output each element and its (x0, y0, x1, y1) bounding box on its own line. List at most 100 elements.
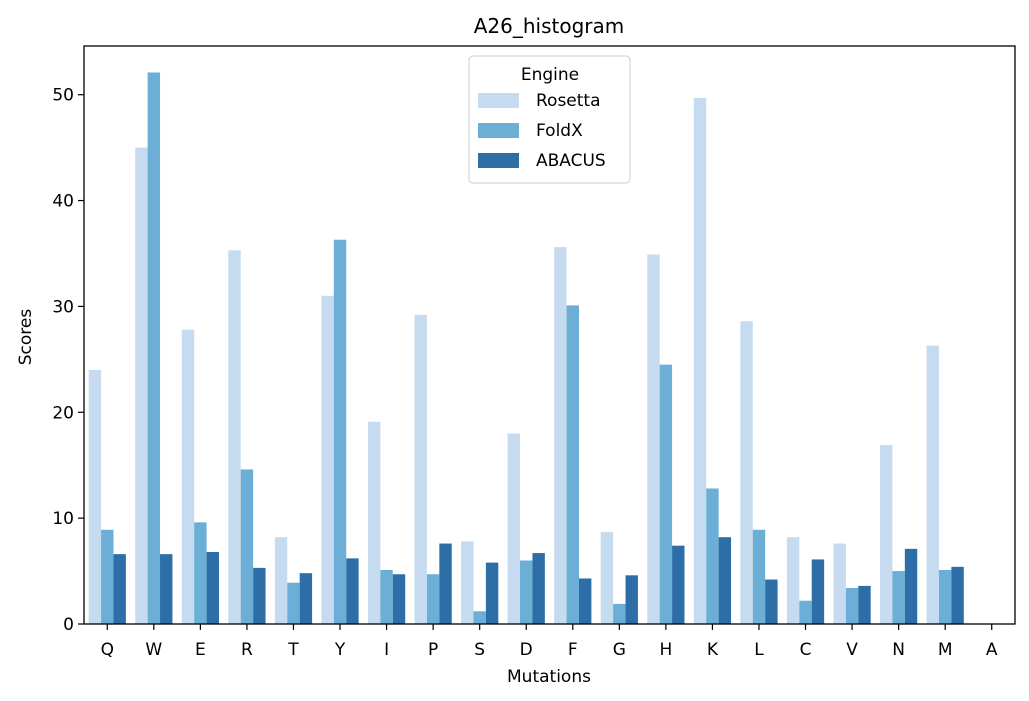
bar-rosetta-Q (88, 369, 102, 624)
legend-box (468, 55, 631, 184)
legend-label-abacus: ABACUS (536, 151, 606, 171)
y-tick-label: 0 (63, 615, 74, 635)
bar-foldx-T (287, 582, 300, 624)
bar-foldx-Q (101, 529, 114, 624)
bar-foldx-C (799, 600, 812, 624)
bar-rosetta-I (367, 421, 381, 624)
bar-rosetta-C (786, 537, 800, 624)
y-tick-label: 10 (52, 509, 74, 529)
bar-abacus-F (578, 578, 592, 624)
bar-abacus-G (625, 575, 638, 624)
legend-swatch-rosetta (478, 93, 519, 108)
bar-abacus-V (858, 585, 871, 624)
bar-rosetta-M (926, 345, 939, 624)
bar-rosetta-L (740, 321, 753, 624)
x-tick-label-V: V (846, 640, 858, 660)
y-tick-label: 20 (52, 403, 74, 423)
bar-foldx-E (194, 522, 207, 624)
x-tick-label-T: T (287, 640, 299, 660)
bar-foldx-F (566, 305, 579, 624)
bar-foldx-S (473, 611, 486, 624)
bar-rosetta-Y (321, 295, 334, 624)
bar-foldx-I (380, 570, 393, 624)
x-tick-label-A: A (986, 640, 998, 660)
bar-abacus-I (392, 574, 406, 624)
bar-abacus-P (439, 543, 452, 624)
x-tick-label-W: W (145, 640, 162, 660)
plot-frame (83, 45, 1016, 625)
x-tick-label-S: S (474, 640, 485, 660)
x-tick-label-E: E (195, 640, 206, 660)
y-tick-label: 30 (52, 297, 74, 317)
x-axis-title: Mutations (507, 667, 591, 687)
x-tick-label-G: G (613, 640, 626, 660)
bar-abacus-D (532, 553, 545, 624)
bar-foldx-H (659, 364, 673, 624)
x-tick-label-N: N (892, 640, 905, 660)
bar-rosetta-P (414, 314, 427, 624)
bar-foldx-M (938, 570, 952, 624)
bar-abacus-L (765, 579, 778, 624)
bar-rosetta-W (135, 147, 148, 624)
bar-abacus-S (485, 562, 499, 624)
bar-foldx-D (520, 560, 533, 624)
x-tick-label-Y: Y (334, 640, 346, 660)
y-axis-title: Scores (16, 309, 36, 366)
bar-rosetta-D (507, 433, 521, 624)
bar-foldx-P (426, 574, 440, 624)
x-tick-label-P: P (428, 640, 438, 660)
bar-abacus-C (811, 559, 825, 624)
bar-rosetta-R (228, 250, 241, 625)
bar-abacus-N (904, 548, 918, 624)
legend-label-rosetta: Rosetta (536, 91, 601, 111)
bar-rosetta-N (880, 445, 893, 624)
bar-abacus-T (299, 573, 313, 624)
legend-swatch-abacus (478, 153, 519, 168)
bar-rosetta-V (833, 543, 846, 624)
bar-rosetta-F (554, 247, 567, 624)
bars-layer (88, 72, 964, 625)
legend-items: Rosetta FoldX ABACUS (478, 91, 606, 171)
bar-rosetta-G (600, 531, 614, 624)
legend-title: Engine (521, 65, 579, 85)
y-axis: 0 10 20 30 40 50 (52, 86, 84, 635)
bar-rosetta-T (274, 537, 288, 624)
bar-foldx-K (706, 488, 719, 624)
legend: Engine Rosetta FoldX ABACUS (468, 55, 631, 184)
bar-foldx-W (147, 72, 161, 624)
bar-abacus-K (718, 537, 732, 624)
x-tick-label-R: R (241, 640, 253, 660)
bar-abacus-M (951, 566, 964, 624)
bar-rosetta-K (693, 97, 707, 624)
bar-foldx-V (845, 588, 859, 624)
bar-foldx-Y (333, 239, 347, 624)
y-tick-label: 50 (52, 86, 74, 106)
bar-rosetta-H (647, 254, 660, 625)
bar-foldx-N (892, 571, 905, 624)
bar-abacus-R (253, 567, 266, 624)
bar-foldx-R (240, 469, 254, 624)
bar-abacus-W (160, 554, 173, 624)
x-tick-label-C: C (800, 640, 812, 660)
x-tick-label-D: D (520, 640, 533, 660)
bar-abacus-E (206, 552, 219, 624)
x-tick-label-F: F (568, 640, 578, 660)
y-tick-label: 40 (52, 192, 74, 212)
legend-label-foldx: FoldX (536, 121, 583, 141)
bar-rosetta-S (461, 541, 474, 624)
bar-foldx-L (752, 529, 766, 624)
bar-abacus-Q (113, 554, 126, 624)
chart-title: A26_histogram (474, 14, 625, 38)
x-tick-label-H: H (659, 640, 672, 660)
bar-rosetta-E (181, 329, 195, 624)
x-tick-label-I: I (384, 640, 389, 660)
x-tick-label-M: M (938, 640, 953, 660)
legend-swatch-foldx (478, 123, 519, 138)
x-tick-label-Q: Q (101, 640, 114, 660)
bar-foldx-G (613, 603, 626, 624)
bar-abacus-Y (346, 558, 359, 624)
x-tick-label-L: L (754, 640, 764, 660)
x-tick-label-K: K (707, 640, 719, 660)
